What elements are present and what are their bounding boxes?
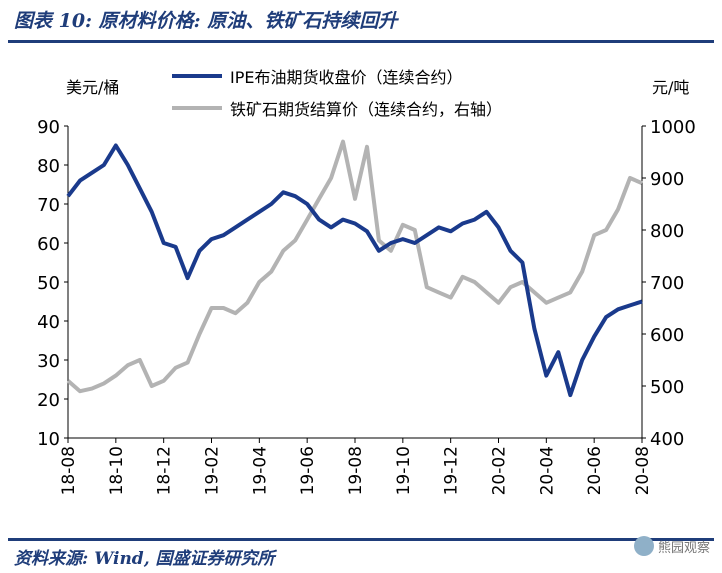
right-tick-label: 400 [650,429,684,450]
legend: IPE布油期货收盘价（连续合约） 铁矿石期货结算价（连续合约，右轴） [172,68,502,119]
x-tick-label: 19-10 [394,446,414,495]
right-tick-label: 1000 [650,117,696,138]
x-tick-label: 19-12 [442,446,462,495]
source-note: 资料来源: Wind, 国盛证券研究所 [14,549,275,569]
left-tick-label: 60 [37,234,60,255]
x-tick-label: 18-08 [59,446,79,495]
x-tick-label: 20-08 [633,446,653,495]
right-tick-label: 500 [650,377,684,398]
left-tick-label: 10 [37,429,60,450]
x-tick-label: 18-12 [155,446,175,495]
x-tick-label: 18-10 [107,446,127,495]
x-tick-label: 19-08 [346,446,366,495]
series-line-ipe [66,143,643,398]
left-tick-label: 50 [37,273,60,294]
x-tick-label: 20-02 [490,446,510,495]
right-axis-unit: 元/吨 [652,78,689,97]
watermark: 熊园观察 [633,536,710,556]
left-axis-unit: 美元/桶 [66,78,119,97]
header-rule [8,40,714,43]
wechat-icon [633,536,654,556]
right-tick-label: 700 [650,273,684,294]
axes: 90 80 70 60 50 40 30 20 10 1000 900 800 700 600 500 400… [37,117,696,495]
left-tick-label: 70 [37,195,60,216]
right-tick-label: 800 [650,221,684,242]
x-tick-label: 19-04 [250,446,270,495]
x-tick-label: 19-02 [203,446,223,495]
footer-rule [8,538,714,541]
watermark-text: 熊园观察 [657,540,710,556]
right-tick-label: 600 [650,325,684,346]
right-tick-label: 900 [650,169,684,190]
left-tick-label: 80 [37,156,60,177]
x-tick-label: 20-06 [585,446,605,495]
plot-area [66,139,643,398]
x-tick-label: 19-06 [298,446,318,495]
left-tick-label: 20 [37,390,60,411]
chart-title: 图表 10: 原材料价格: 原油、铁矿石持续回升 [14,10,398,32]
legend-label-ipe: IPE布油期货收盘价（连续合约） [230,68,462,87]
left-tick-label: 90 [37,117,60,138]
series-line-iron-ore [66,139,643,394]
x-tick-label: 20-04 [537,446,557,495]
legend-label-iron-ore: 铁矿石期货结算价（连续合约，右轴） [230,100,502,119]
left-tick-label: 30 [37,351,60,372]
left-tick-label: 40 [37,312,60,333]
